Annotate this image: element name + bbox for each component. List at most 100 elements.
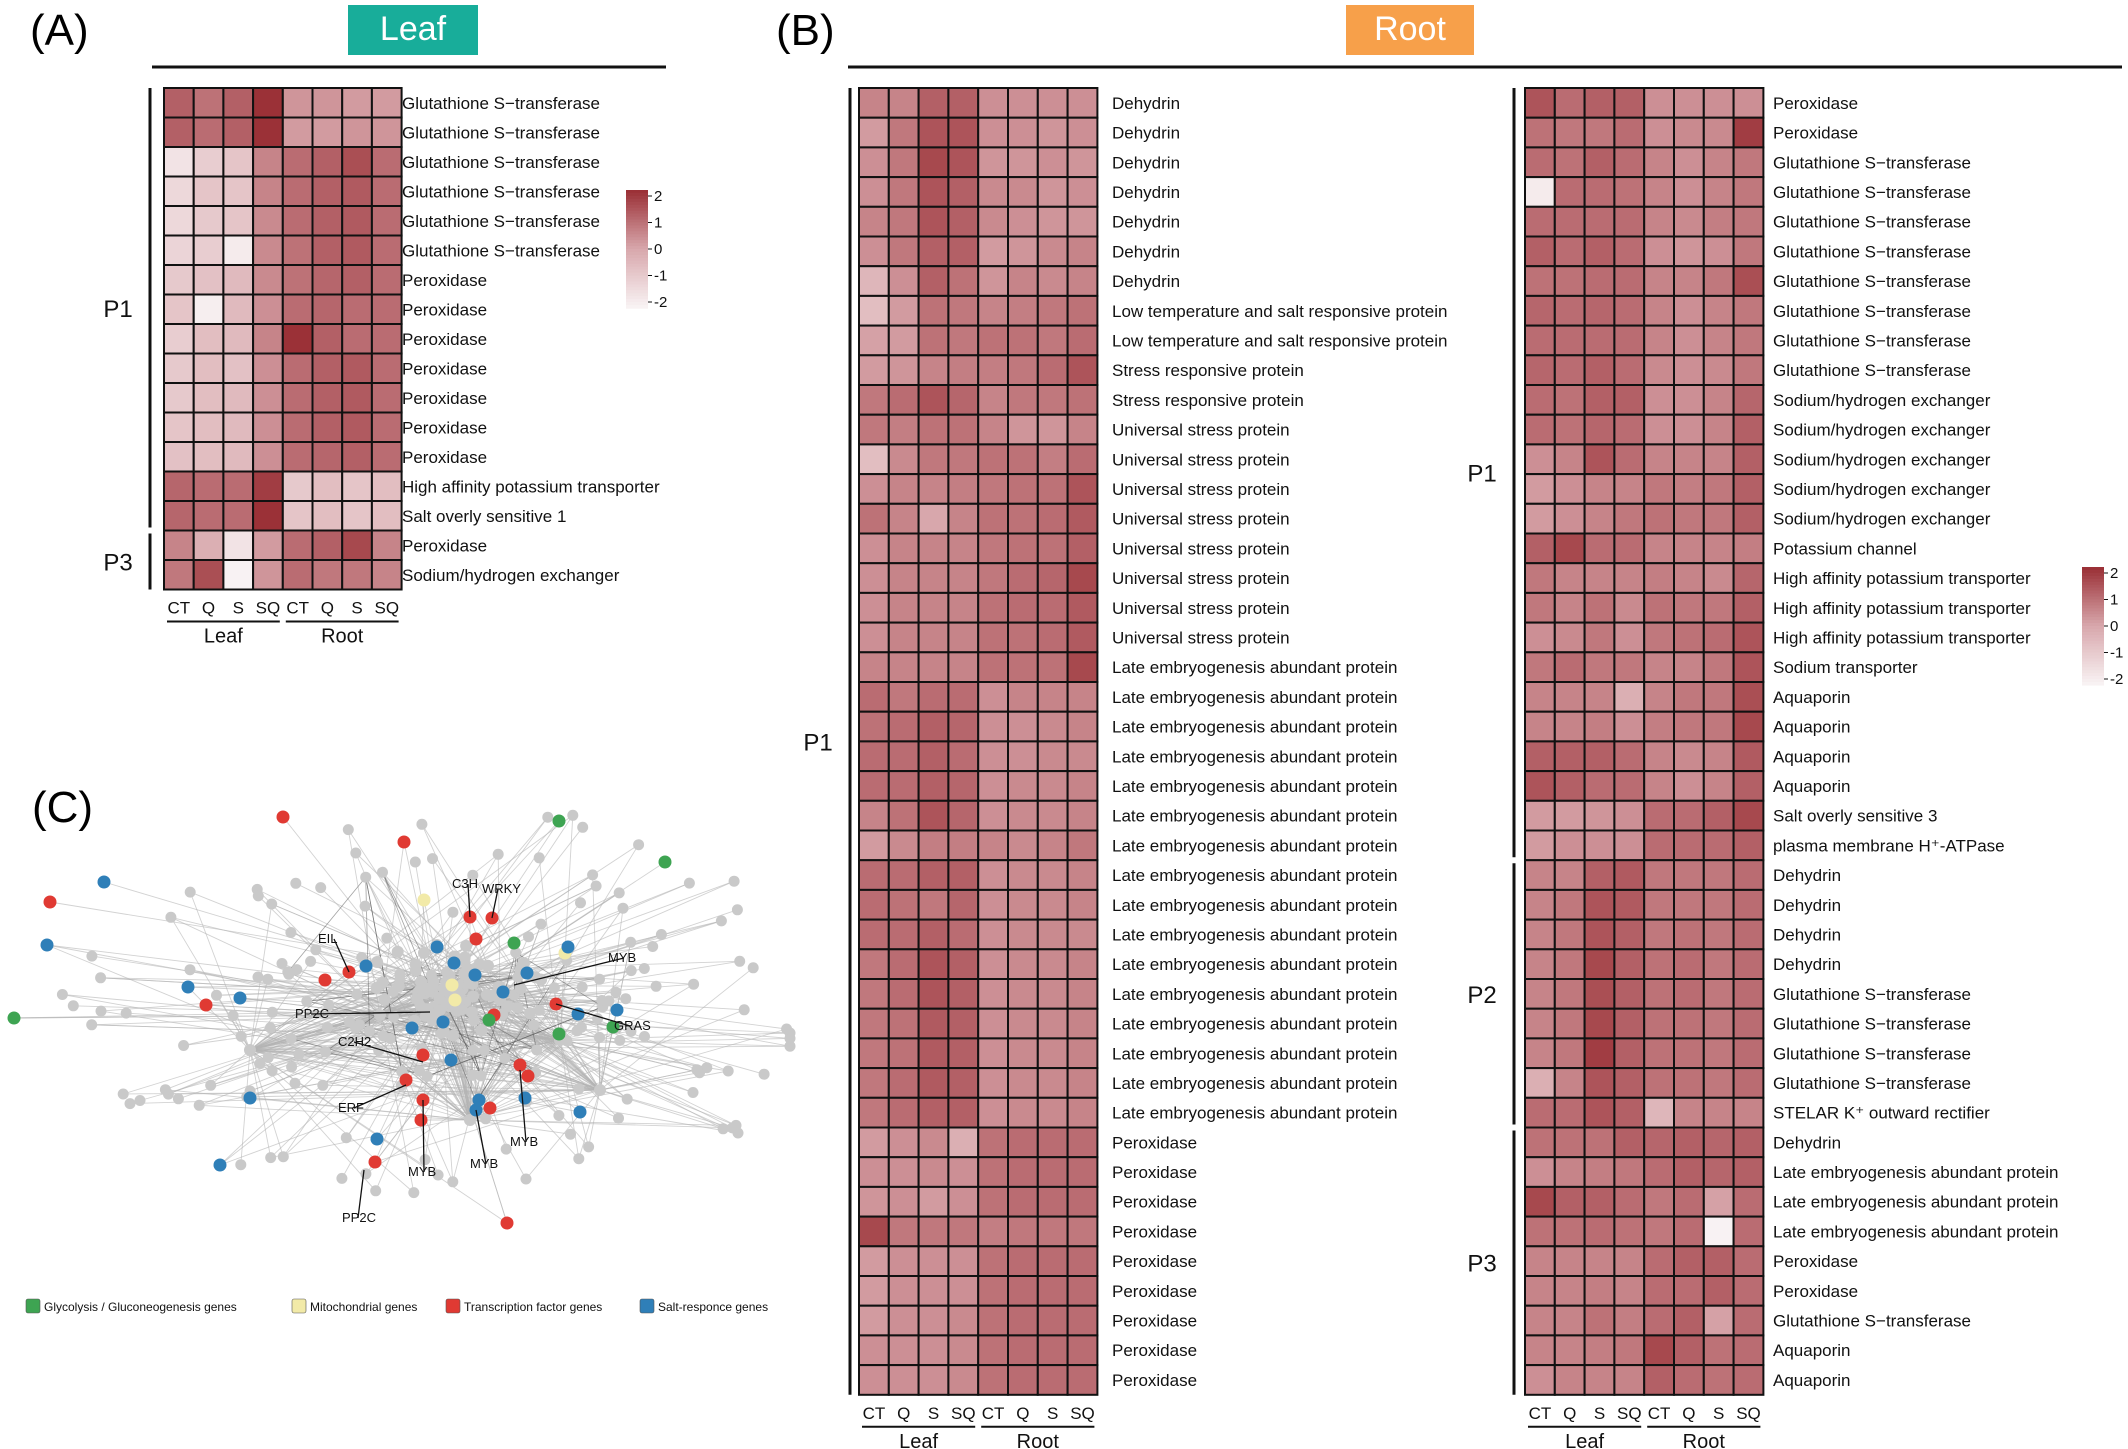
network-edge — [270, 1089, 601, 1159]
color-scale-label: -1 — [654, 268, 667, 285]
gene-label: MYB — [608, 950, 636, 965]
color-scale-step — [2082, 676, 2104, 680]
heatmap-cell — [252, 234, 284, 266]
partition-label: P1 — [103, 296, 132, 323]
row-label: Late embryogenesis abundant protein — [1773, 1163, 2058, 1182]
heatmap-cell — [281, 293, 314, 325]
heatmap-cell — [1583, 1067, 1616, 1099]
network-edge — [599, 1069, 697, 1091]
heatmap-cell — [977, 1185, 1010, 1218]
heatmap-cell — [252, 411, 284, 443]
network-node — [411, 993, 424, 1006]
heatmap-cell — [858, 1185, 890, 1218]
network-edge — [449, 920, 722, 986]
heatmap-cell — [1732, 562, 1765, 594]
heatmap-cell — [1732, 1037, 1765, 1070]
row-label: Peroxidase — [402, 359, 487, 378]
heatmap-cell — [192, 234, 225, 266]
network-node — [473, 958, 486, 971]
network-node — [181, 980, 195, 994]
heatmap-cell — [1732, 770, 1765, 802]
row-label: Peroxidase — [1112, 1133, 1197, 1152]
color-scale-step — [2082, 581, 2104, 586]
row-label: Dehydrin — [1112, 94, 1180, 113]
heatmap-cell — [947, 205, 980, 238]
network-node — [159, 1084, 171, 1096]
heatmap-cell — [1036, 1215, 1069, 1248]
heatmap-cell — [281, 175, 314, 207]
heatmap-cell — [947, 918, 980, 951]
heatmap-cell — [1613, 146, 1646, 179]
color-scale-step — [626, 234, 648, 238]
row-label: Peroxidase — [1112, 1193, 1197, 1212]
heatmap-cell — [1007, 621, 1039, 654]
heatmap-cell — [858, 740, 890, 773]
heatmap-cell — [1702, 591, 1735, 624]
heatmap-cell — [281, 382, 314, 414]
row-label: Glutathione S−transferase — [402, 241, 600, 260]
network-edge — [249, 965, 367, 1051]
heatmap-cell — [917, 621, 950, 654]
network-edge — [100, 977, 451, 986]
network-node — [758, 1068, 770, 1080]
heatmap-cell — [311, 441, 344, 473]
heatmap-cell — [1524, 1334, 1556, 1367]
heatmap-cell — [977, 770, 1010, 802]
heatmap-cell — [341, 146, 373, 178]
heatmap-cell — [917, 324, 950, 357]
network-node — [514, 982, 527, 995]
heatmap-cell — [1036, 710, 1069, 743]
heatmap-cell — [1673, 532, 1705, 565]
row-label: Sodium transporter — [1773, 658, 1918, 677]
heatmap-cell — [917, 1304, 950, 1337]
heatmap-cell — [1066, 324, 1099, 357]
row-label: Glutathione S−transferase — [402, 212, 600, 231]
row-label: Glutathione S−transferase — [1773, 242, 1971, 261]
network-node — [496, 985, 510, 999]
heatmap-cell — [192, 205, 225, 237]
network-edge — [178, 1009, 441, 1100]
heatmap-cell — [1524, 354, 1556, 386]
network-node — [445, 978, 459, 992]
heatmap-cell — [1524, 116, 1556, 149]
heatmap-cell — [1066, 384, 1099, 416]
color-scale-step — [626, 296, 648, 300]
heatmap-cell — [1036, 681, 1069, 713]
heatmap-cell — [947, 770, 980, 802]
heatmap-cell — [370, 116, 403, 148]
heatmap-cell — [977, 1067, 1010, 1099]
network-edge — [325, 1051, 402, 1072]
heatmap-cell — [1553, 621, 1586, 654]
heatmap-cell — [1583, 621, 1616, 654]
network-node — [747, 962, 759, 974]
heatmap-cell — [1583, 651, 1616, 683]
column-label: CT — [286, 599, 309, 618]
network-node — [610, 1003, 624, 1017]
heatmap-cell — [1702, 1245, 1735, 1278]
heatmap-cell — [1007, 799, 1039, 832]
heatmap-cell — [370, 500, 403, 532]
heatmap-cell — [341, 87, 373, 119]
network-node — [56, 989, 68, 1000]
network-node — [717, 1123, 729, 1135]
heatmap-cell — [1524, 1126, 1556, 1159]
heatmap-cell — [311, 234, 344, 266]
row-label: Peroxidase — [1112, 1371, 1197, 1390]
heatmap-cell — [370, 146, 403, 178]
heatmap-cell — [1613, 1156, 1646, 1188]
network-node — [95, 972, 107, 984]
heatmap-cell — [192, 87, 225, 119]
heatmap-cell — [1036, 1037, 1069, 1070]
heatmap-cell — [1702, 324, 1735, 357]
heatmap-cell — [192, 411, 225, 443]
heatmap-cell — [947, 859, 980, 891]
network-edge — [453, 1035, 601, 1091]
row-label: Sodium/hydrogen exchanger — [1773, 510, 1991, 529]
network-node — [262, 1052, 274, 1064]
network-edge — [359, 1024, 536, 1073]
column-label: Q — [1682, 1404, 1695, 1423]
network-node — [517, 957, 530, 970]
heatmap-cell — [370, 352, 403, 384]
network-node — [728, 875, 740, 887]
